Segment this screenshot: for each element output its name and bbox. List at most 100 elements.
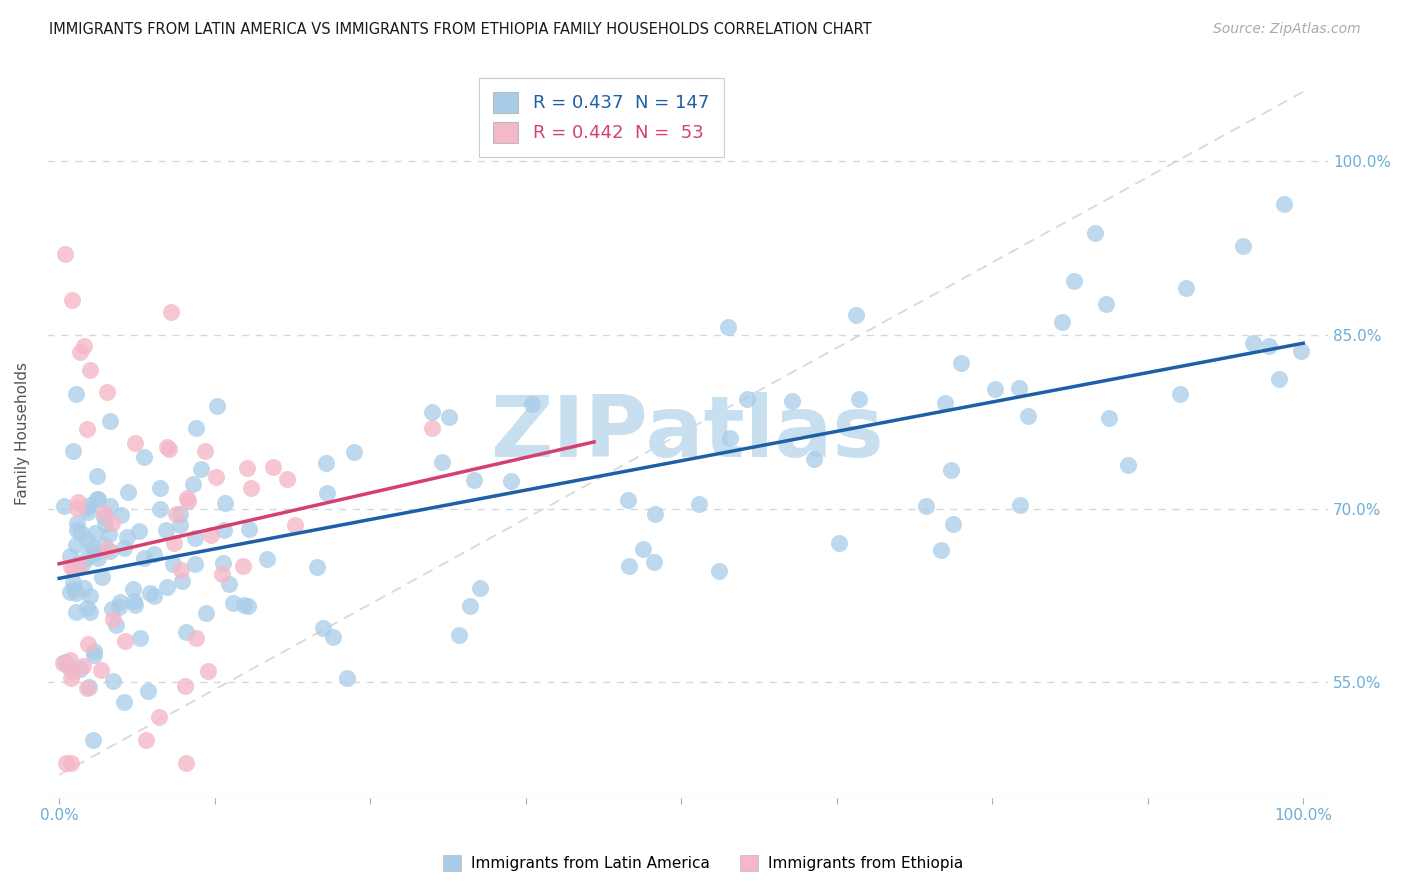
Point [66, 516, 89, 531]
Point [160, 304, 183, 318]
Point [66, 523, 89, 537]
Point [312, 622, 335, 636]
Point [101, 612, 124, 626]
Point [132, 450, 155, 464]
Point [98, 499, 121, 513]
Point [1118, 458, 1140, 473]
Point [631, 541, 654, 556]
Text: IMMIGRANTS FROM LATIN AMERICA VS IMMIGRANTS FROM ETHIOPIA FAMILY HOUSEHOLDS CORR: IMMIGRANTS FROM LATIN AMERICA VS IMMIGRA… [49, 22, 872, 37]
Point [848, 392, 870, 406]
Point [256, 552, 278, 566]
Point [169, 508, 191, 522]
Point [53, 247, 76, 261]
Point [499, 474, 522, 488]
Legend: R = 0.437  N = 147, R = 0.442  N =  53: R = 0.437 N = 147, R = 0.442 N = 53 [478, 78, 724, 157]
Point [73, 339, 96, 353]
Point [162, 557, 184, 571]
Point [155, 523, 177, 537]
Point [143, 547, 166, 561]
Point [343, 445, 366, 459]
Point [93, 506, 115, 520]
Point [59, 560, 82, 574]
Point [143, 589, 166, 603]
Text: Source: ZipAtlas.com: Source: ZipAtlas.com [1213, 22, 1361, 37]
Point [197, 664, 219, 678]
Point [181, 477, 204, 491]
Point [218, 577, 240, 591]
Point [190, 462, 212, 476]
Point [915, 499, 938, 513]
Point [1010, 498, 1032, 512]
Point [76, 533, 98, 547]
Point [194, 443, 217, 458]
Point [149, 482, 172, 496]
Point [87, 551, 110, 566]
Point [186, 421, 208, 435]
Point [83, 648, 105, 663]
Point [66, 501, 89, 516]
Point [117, 484, 139, 499]
Point [184, 558, 207, 572]
Point [148, 710, 170, 724]
Point [132, 551, 155, 566]
Point [124, 594, 146, 608]
Point [77, 637, 100, 651]
Point [941, 517, 963, 532]
Point [128, 524, 150, 538]
Point [82, 733, 104, 747]
Point [336, 671, 359, 685]
Point [207, 399, 229, 413]
Point [65, 586, 87, 600]
Point [79, 589, 101, 603]
Point [165, 507, 187, 521]
Point [170, 574, 193, 588]
Point [53, 655, 76, 669]
Point [76, 681, 98, 695]
Point [616, 493, 638, 508]
Point [200, 527, 222, 541]
Point [73, 582, 96, 596]
Point [458, 599, 481, 613]
Point [463, 473, 485, 487]
Point [156, 440, 179, 454]
Point [108, 600, 131, 615]
Point [136, 684, 159, 698]
Point [105, 618, 128, 632]
Point [63, 582, 86, 596]
Point [617, 558, 640, 573]
Point [90, 663, 112, 677]
Point [170, 563, 193, 577]
Point [214, 496, 236, 510]
Point [101, 674, 124, 689]
Point [59, 756, 82, 771]
Text: ZIPatlas: ZIPatlas [491, 392, 884, 475]
Point [169, 518, 191, 533]
Point [1098, 411, 1121, 425]
Point [80, 540, 103, 554]
Point [86, 491, 108, 506]
Point [70, 525, 93, 540]
Point [211, 566, 233, 581]
Point [239, 481, 262, 495]
Y-axis label: Family Households: Family Households [15, 362, 30, 505]
Point [76, 505, 98, 519]
Point [305, 559, 328, 574]
Point [79, 498, 101, 512]
Point [420, 405, 443, 419]
Point [322, 630, 344, 644]
Point [276, 472, 298, 486]
Point [108, 595, 131, 609]
Point [1094, 297, 1116, 311]
Point [79, 605, 101, 619]
Point [72, 659, 94, 673]
Point [59, 653, 82, 667]
Point [1063, 274, 1085, 288]
Point [91, 570, 114, 584]
Point [135, 733, 157, 747]
Point [1268, 371, 1291, 385]
Point [52, 657, 75, 671]
Point [315, 456, 337, 470]
Point [59, 585, 82, 599]
Point [929, 542, 952, 557]
Point [76, 600, 98, 615]
